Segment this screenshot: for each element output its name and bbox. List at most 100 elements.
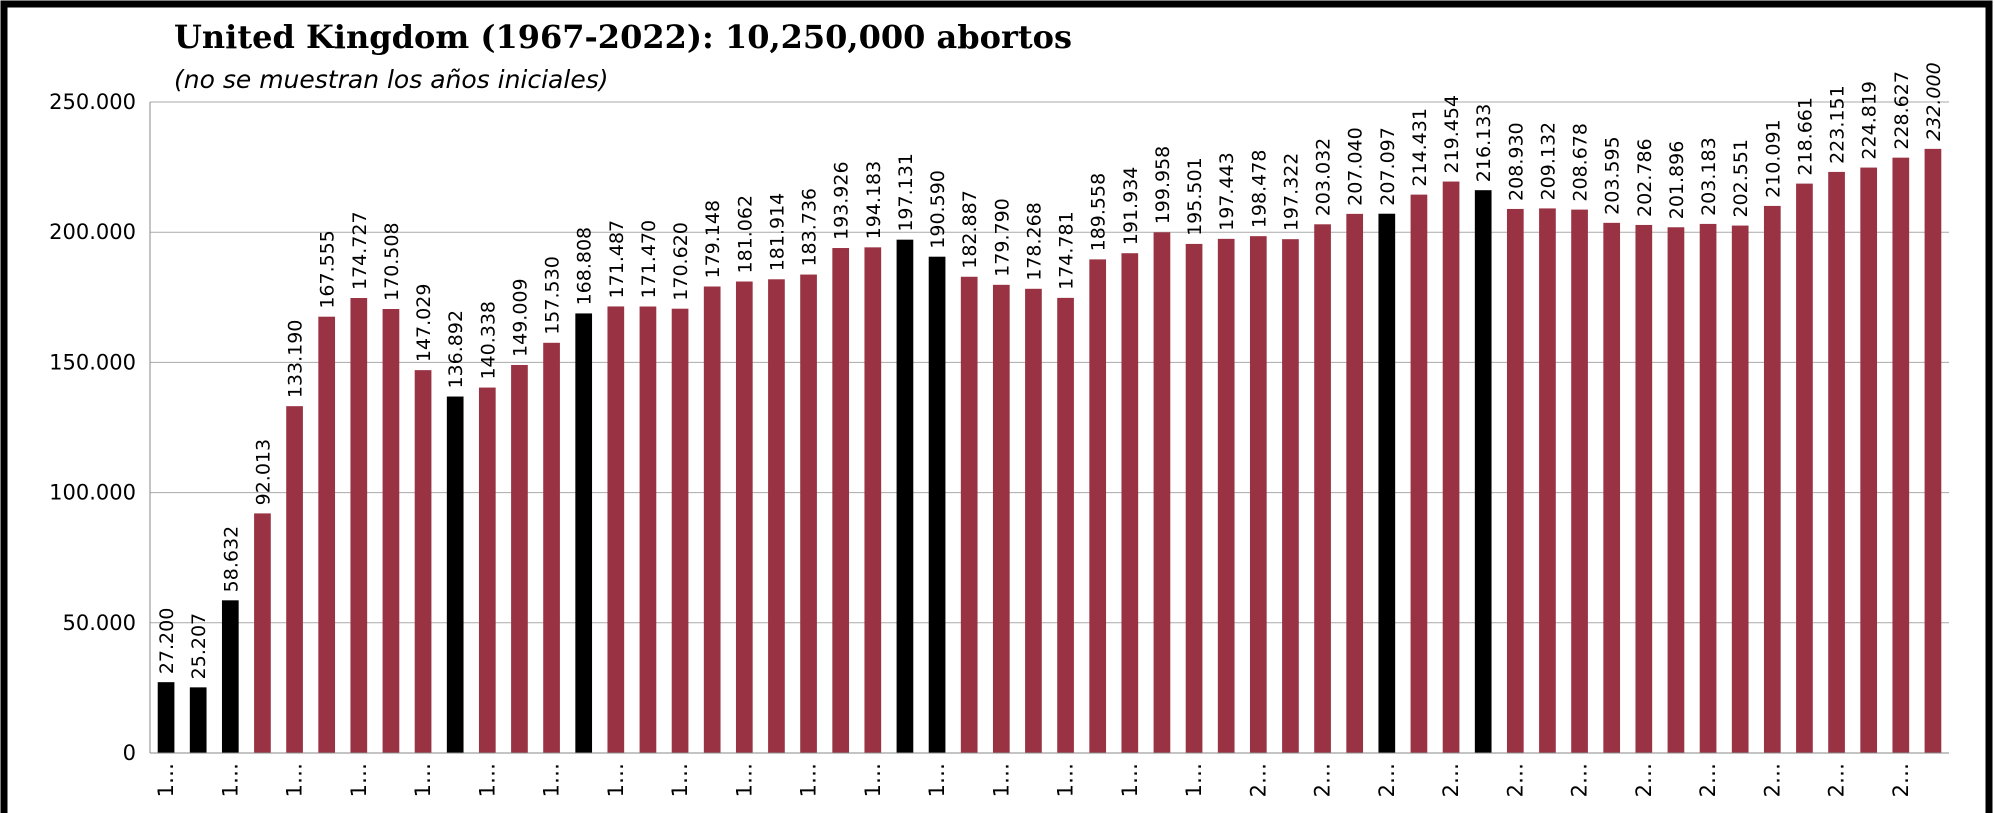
bar — [1153, 232, 1171, 753]
value-label: 207.097 — [1377, 127, 1399, 206]
value-label: 168.808 — [574, 227, 596, 306]
bar — [1089, 259, 1107, 753]
x-tick-label: 1… — [283, 763, 307, 797]
value-label: 157.530 — [542, 256, 564, 335]
x-tick-label: 1… — [861, 763, 885, 797]
bar — [1057, 297, 1074, 753]
value-label: 197.131 — [895, 153, 917, 232]
value-label: 174.781 — [1056, 211, 1078, 290]
value-label: 179.148 — [702, 200, 724, 279]
value-label: 58.632 — [220, 526, 242, 592]
bar — [1314, 224, 1331, 753]
bar — [1603, 222, 1621, 753]
y-tick-label: 200.000 — [49, 220, 136, 244]
x-tick-label: 1… — [1182, 763, 1206, 797]
bar — [1185, 243, 1203, 753]
x-tick-label: 2… — [1375, 763, 1399, 797]
bar — [414, 370, 432, 753]
bar — [511, 364, 528, 753]
value-label: 170.508 — [381, 222, 403, 301]
value-label: 197.443 — [1216, 152, 1238, 231]
bar — [928, 256, 946, 753]
value-label: 133.190 — [285, 320, 307, 399]
value-label: 178.268 — [1023, 202, 1045, 281]
bar — [735, 281, 753, 753]
value-label: 171.487 — [606, 220, 628, 299]
x-tick-label: 1… — [347, 763, 371, 797]
bar — [221, 600, 239, 753]
value-label: 181.914 — [766, 193, 788, 272]
x-tick-label: 1… — [218, 763, 242, 797]
bar — [1828, 171, 1845, 753]
value-label: 170.620 — [670, 222, 692, 301]
value-label: 171.470 — [638, 220, 660, 299]
value-label: 136.892 — [445, 310, 467, 389]
bar — [543, 342, 560, 753]
value-label: 149.009 — [509, 278, 531, 357]
bar — [382, 308, 400, 753]
x-tick-label: 2… — [1825, 763, 1849, 797]
x-tick-label: 2… — [1760, 763, 1784, 797]
x-tick-label: 2… — [1246, 763, 1270, 797]
value-label: 224.819 — [1859, 81, 1881, 160]
x-tick-label: 2… — [1632, 763, 1656, 797]
value-label: 228.627 — [1891, 71, 1913, 150]
value-label: 219.454 — [1441, 95, 1463, 174]
value-label: 203.595 — [1602, 136, 1624, 215]
y-tick-label: 250.000 — [49, 90, 136, 114]
value-label: 209.132 — [1537, 122, 1559, 201]
bar — [478, 387, 496, 753]
x-tick-label: 1… — [732, 763, 756, 797]
x-tick-label: 2… — [1311, 763, 1335, 797]
bar — [286, 406, 303, 753]
x-tick-label: 2… — [1439, 763, 1463, 797]
value-label: 92.013 — [252, 439, 274, 505]
value-label: 167.555 — [317, 230, 339, 309]
x-tick-label: 2… — [1503, 763, 1527, 797]
value-label: 190.590 — [927, 170, 949, 249]
x-tick-label: 1… — [154, 763, 178, 797]
y-tick-label: 150.000 — [49, 350, 136, 374]
bar — [1121, 253, 1139, 753]
bar — [1410, 194, 1428, 753]
bar — [1892, 157, 1910, 754]
bar — [1731, 225, 1749, 753]
x-tick-label: 1… — [668, 763, 692, 797]
value-label: 198.478 — [1248, 150, 1270, 229]
bar — [157, 682, 175, 753]
value-label: 147.029 — [413, 284, 435, 363]
value-label: 197.322 — [1280, 153, 1302, 232]
value-label: 207.040 — [1345, 127, 1367, 206]
y-tick-label: 0 — [123, 741, 136, 765]
value-label: 27.200 — [156, 608, 178, 674]
bar — [1025, 288, 1042, 753]
bar — [1924, 148, 1942, 753]
bar — [1860, 167, 1878, 754]
value-label: 202.551 — [1730, 139, 1752, 218]
value-label: 203.032 — [1313, 138, 1335, 217]
value-label: 199.958 — [1152, 146, 1174, 225]
bar — [350, 298, 368, 753]
value-label: 232.000 — [1923, 62, 1945, 141]
bar — [1539, 208, 1556, 753]
value-label: 179.790 — [991, 198, 1013, 277]
bar — [992, 284, 1010, 753]
y-tick-label: 50.000 — [63, 611, 136, 635]
value-label: 191.934 — [1120, 167, 1142, 246]
x-tick-label: 1… — [925, 763, 949, 797]
value-label: 202.786 — [1634, 138, 1656, 217]
bar — [1217, 238, 1235, 754]
value-label: 223.151 — [1827, 85, 1849, 164]
bar — [254, 513, 271, 753]
bar — [1474, 190, 1492, 753]
bar — [318, 316, 336, 753]
value-label: 193.926 — [831, 161, 853, 240]
x-tick-label: 1… — [604, 763, 628, 797]
bar — [671, 308, 689, 753]
value-label: 203.183 — [1698, 137, 1720, 216]
x-tick-label: 1… — [411, 763, 435, 797]
value-label: 216.133 — [1473, 104, 1495, 183]
bar — [1763, 205, 1781, 753]
bar — [639, 306, 657, 753]
chart-subtitle: (no se muestran los años iniciales) — [174, 65, 609, 94]
